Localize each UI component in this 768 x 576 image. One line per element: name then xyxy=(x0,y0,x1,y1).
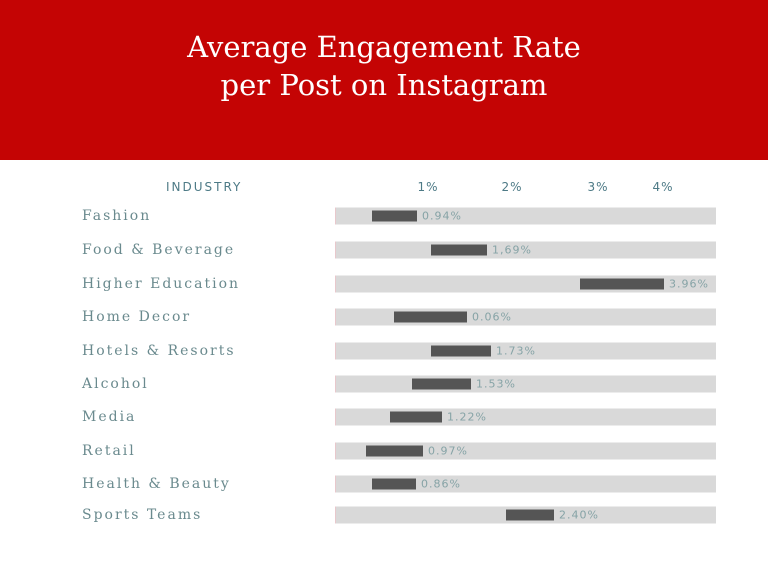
x-tick-label: 3% xyxy=(587,180,609,194)
bar xyxy=(412,378,471,390)
bar-track xyxy=(335,342,716,360)
value-label: 1.53% xyxy=(476,377,516,391)
bar-track xyxy=(335,241,716,259)
value-label: 0.06% xyxy=(472,310,512,324)
bar xyxy=(431,244,487,256)
bar xyxy=(394,311,467,323)
chart-title-line-1: Average Engagement Rate xyxy=(187,30,581,64)
bar xyxy=(366,445,423,457)
x-tick-label: 2% xyxy=(501,180,523,194)
category-label: Higher Education xyxy=(82,276,241,292)
bar-track xyxy=(335,475,716,493)
category-label: Food & Beverage xyxy=(82,242,236,258)
title-banner: Average Engagement Rate per Post on Inst… xyxy=(0,0,768,160)
category-label: Fashion xyxy=(82,208,152,224)
bar-track xyxy=(335,375,716,393)
bar xyxy=(372,210,417,222)
category-label: Home Decor xyxy=(82,309,192,325)
bar xyxy=(372,478,416,490)
x-tick-label: 4% xyxy=(652,180,674,194)
bar-track xyxy=(335,207,716,225)
value-label: 2.40% xyxy=(559,508,599,522)
category-label: Hotels & Resorts xyxy=(82,343,236,359)
bar xyxy=(580,278,664,290)
category-label: Alcohol xyxy=(82,376,149,392)
category-label: Media xyxy=(82,409,137,425)
x-tick-label: 1% xyxy=(417,180,439,194)
value-label: 3.96% xyxy=(669,277,709,291)
value-label: 1.73% xyxy=(496,344,536,358)
value-label: 0.97% xyxy=(428,444,468,458)
value-label: 0.86% xyxy=(421,477,461,491)
category-label: Retail xyxy=(82,443,136,459)
category-label: Sports Teams xyxy=(82,507,203,523)
value-label: 1,69% xyxy=(492,243,532,257)
bar xyxy=(431,345,491,357)
chart-title-line-2: per Post on Instagram xyxy=(220,68,548,102)
value-label: 0.94% xyxy=(422,209,462,223)
industry-header: INDUSTRY xyxy=(166,180,243,194)
bar xyxy=(506,509,554,521)
category-label: Health & Beauty xyxy=(82,476,231,492)
bar-track xyxy=(335,308,716,326)
bar xyxy=(390,411,442,423)
value-label: 1.22% xyxy=(447,410,487,424)
bar-track xyxy=(335,442,716,460)
